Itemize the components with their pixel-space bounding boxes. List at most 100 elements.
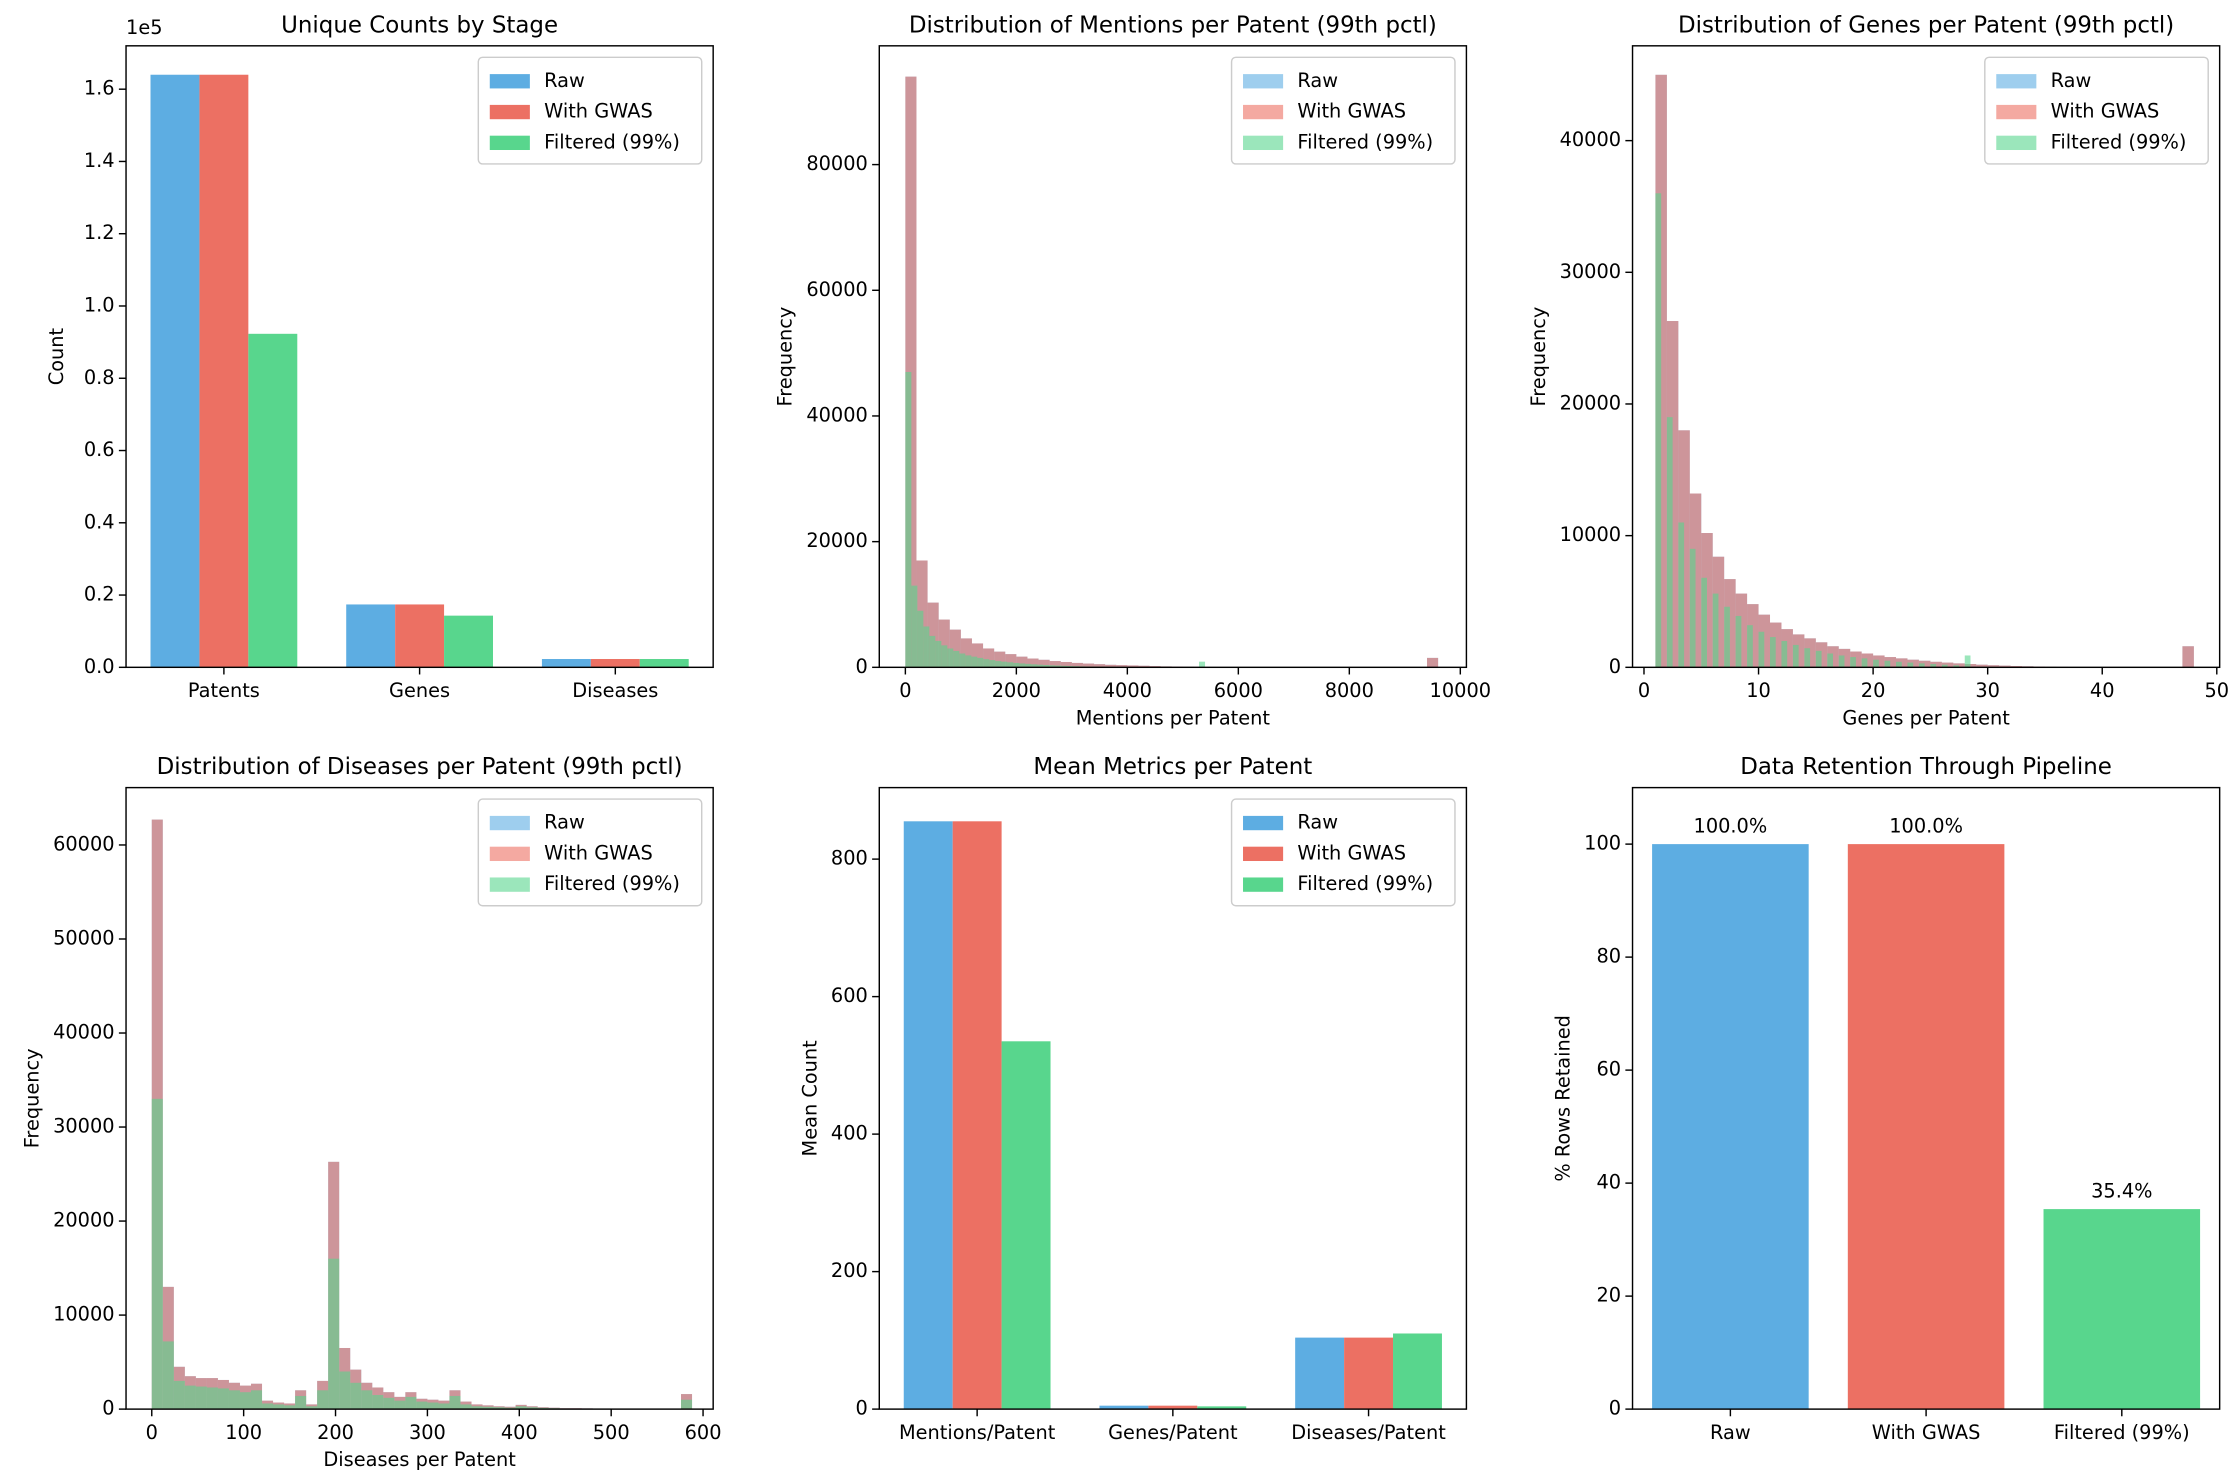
histogram-bar	[185, 1386, 196, 1410]
y-tick-label: 0.4	[84, 510, 115, 533]
histogram-bar	[1713, 594, 1719, 668]
histogram-bar	[229, 1390, 240, 1409]
histogram-bar	[681, 1400, 692, 1409]
y-tick-label: 50000	[53, 926, 114, 949]
legend-label: Raw	[1297, 811, 1338, 834]
x-tick-label: 100	[225, 1421, 262, 1444]
y-tick-label: 600	[831, 984, 868, 1007]
histogram-bar	[977, 658, 983, 667]
histogram-bar	[995, 661, 1001, 667]
bar	[1652, 844, 1809, 1409]
legend-label: Raw	[1297, 69, 1338, 92]
histogram-bar	[2182, 646, 2193, 667]
histogram-bar	[929, 636, 935, 667]
histogram-bar	[1827, 653, 1833, 667]
histogram-bar	[218, 1388, 229, 1409]
y-tick-label: 80000	[806, 152, 868, 175]
y-tick-label: 20000	[53, 1209, 114, 1232]
panel-title: Distribution of Diseases per Patent (99t…	[157, 754, 683, 780]
histogram-bar	[1655, 193, 1661, 667]
histogram-bar	[405, 1397, 416, 1409]
x-tick-label: 50	[2204, 679, 2229, 702]
histogram-bar	[262, 1403, 273, 1409]
y-tick-label: 10000	[1560, 523, 1622, 546]
y-tick-label: 0.6	[84, 438, 115, 461]
legend-label: Filtered (99%)	[544, 130, 680, 153]
legend-swatch	[1243, 136, 1283, 150]
y-tick-label: 1.0	[84, 293, 115, 316]
legend-label: Filtered (99%)	[1297, 130, 1433, 153]
x-tick-label: 40	[2090, 679, 2115, 702]
histogram-bar	[983, 659, 989, 667]
histogram-bar	[1724, 607, 1730, 668]
y-tick-label: 800	[831, 847, 868, 870]
x-axis-label: Mentions per Patent	[1076, 706, 1271, 729]
y-tick-label: 20000	[806, 529, 868, 552]
x-tick-label: 0	[899, 679, 911, 702]
x-tick-label: Diseases	[572, 679, 658, 702]
panel-title: Distribution of Mentions per Patent (99t…	[909, 12, 1437, 38]
y-axis-label: Mean Count	[798, 1040, 821, 1157]
y-tick-label: 0	[856, 1397, 868, 1420]
legend-label: With GWAS	[1297, 841, 1406, 864]
histogram-bar	[1701, 578, 1707, 668]
value-label: 35.4%	[2091, 1179, 2152, 1202]
histogram-bar	[1804, 648, 1810, 667]
x-tick-label: With GWAS	[1872, 1421, 1981, 1444]
histogram-bar	[1873, 660, 1879, 668]
histogram-bar	[1759, 632, 1765, 668]
x-tick-label: 30	[1975, 679, 2000, 702]
legend-swatch	[1243, 74, 1283, 88]
legend-swatch	[490, 847, 530, 861]
histogram-bar	[1427, 658, 1438, 667]
x-tick-label: Patents	[188, 679, 260, 702]
value-label: 100.0%	[1694, 814, 1768, 837]
histogram-bar	[989, 660, 995, 667]
y-tick-label: 0	[856, 655, 868, 678]
panel-title: Mean Metrics per Patent	[1033, 754, 1312, 780]
histogram-bar	[1781, 641, 1787, 667]
x-tick-label: 20	[1861, 679, 1886, 702]
x-axis-label: Diseases per Patent	[323, 1448, 516, 1471]
legend-swatch	[1243, 877, 1283, 891]
histogram-bar	[1816, 651, 1822, 667]
histogram-bar	[174, 1381, 185, 1409]
x-tick-label: Genes	[389, 679, 450, 702]
y-tick-label: 0	[1609, 1397, 1621, 1420]
histogram-bar	[1793, 645, 1799, 667]
bar	[199, 75, 248, 668]
bar	[346, 604, 395, 667]
x-tick-label: 400	[501, 1421, 538, 1444]
legend-label: Filtered (99%)	[1297, 872, 1433, 895]
histogram-bar	[394, 1401, 405, 1409]
histogram-bar	[1896, 662, 1902, 668]
value-label: 100.0%	[1889, 814, 1963, 837]
histogram-bar	[941, 645, 947, 667]
y-tick-label: 0.2	[84, 583, 115, 606]
histogram-bar	[1885, 661, 1891, 668]
y-tick-label: 20000	[1560, 391, 1622, 414]
legend-label: With GWAS	[2051, 100, 2160, 123]
y-tick-label: 10000	[53, 1303, 114, 1326]
legend-label: Raw	[544, 811, 585, 834]
legend-swatch	[490, 105, 530, 119]
y-axis-label: % Rows Retained	[1552, 1015, 1575, 1182]
y-tick-label: 40000	[806, 403, 868, 426]
histogram-bar	[163, 1341, 174, 1409]
histogram-bar	[295, 1396, 306, 1409]
histogram-bar	[953, 651, 959, 667]
histogram-bar	[416, 1402, 427, 1410]
x-tick-label: 10000	[1430, 679, 1492, 702]
y-axis-label: Frequency	[20, 1048, 43, 1148]
bar	[953, 821, 1002, 1409]
x-axis-label: Genes per Patent	[1842, 706, 2010, 729]
histogram-bar	[207, 1387, 218, 1409]
legend-swatch	[1243, 816, 1283, 830]
bar	[904, 821, 953, 1409]
y-tick-label: 30000	[53, 1115, 114, 1138]
legend: Raw With GWAS Filtered (99%)	[1232, 799, 1455, 906]
histogram-bar	[317, 1390, 328, 1409]
legend-label: With GWAS	[544, 841, 653, 864]
y-axis-label: Frequency	[1527, 307, 1550, 407]
y-axis-label: Count	[45, 327, 68, 385]
